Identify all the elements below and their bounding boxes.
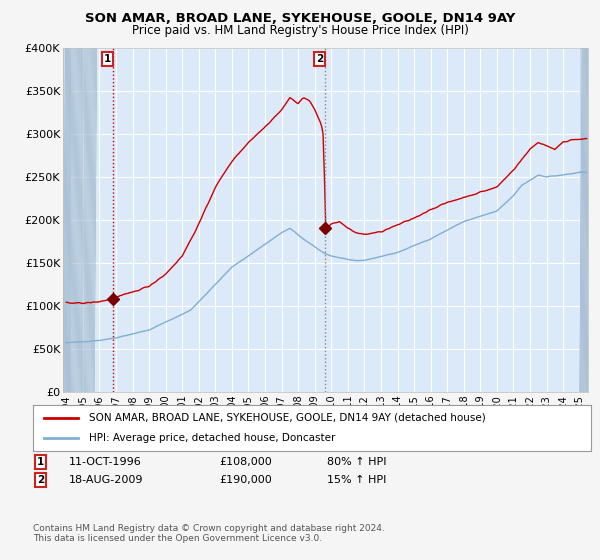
Text: £190,000: £190,000 (219, 475, 272, 485)
Text: £108,000: £108,000 (219, 457, 272, 467)
Text: 15% ↑ HPI: 15% ↑ HPI (327, 475, 386, 485)
Bar (63, 48, 71, 392)
Text: 80% ↑ HPI: 80% ↑ HPI (327, 457, 386, 467)
Text: 1: 1 (37, 457, 44, 467)
Text: 2: 2 (316, 54, 323, 64)
Bar (580, 48, 588, 392)
Text: 2: 2 (37, 475, 44, 485)
Text: HPI: Average price, detached house, Doncaster: HPI: Average price, detached house, Donc… (89, 433, 335, 443)
Text: SON AMAR, BROAD LANE, SYKEHOUSE, GOOLE, DN14 9AY: SON AMAR, BROAD LANE, SYKEHOUSE, GOOLE, … (85, 12, 515, 25)
Text: SON AMAR, BROAD LANE, SYKEHOUSE, GOOLE, DN14 9AY (detached house): SON AMAR, BROAD LANE, SYKEHOUSE, GOOLE, … (89, 413, 485, 423)
Text: 1: 1 (104, 54, 111, 64)
Text: Price paid vs. HM Land Registry's House Price Index (HPI): Price paid vs. HM Land Registry's House … (131, 24, 469, 36)
Text: 18-AUG-2009: 18-AUG-2009 (69, 475, 143, 485)
Text: 11-OCT-1996: 11-OCT-1996 (69, 457, 142, 467)
Text: Contains HM Land Registry data © Crown copyright and database right 2024.
This d: Contains HM Land Registry data © Crown c… (33, 524, 385, 543)
